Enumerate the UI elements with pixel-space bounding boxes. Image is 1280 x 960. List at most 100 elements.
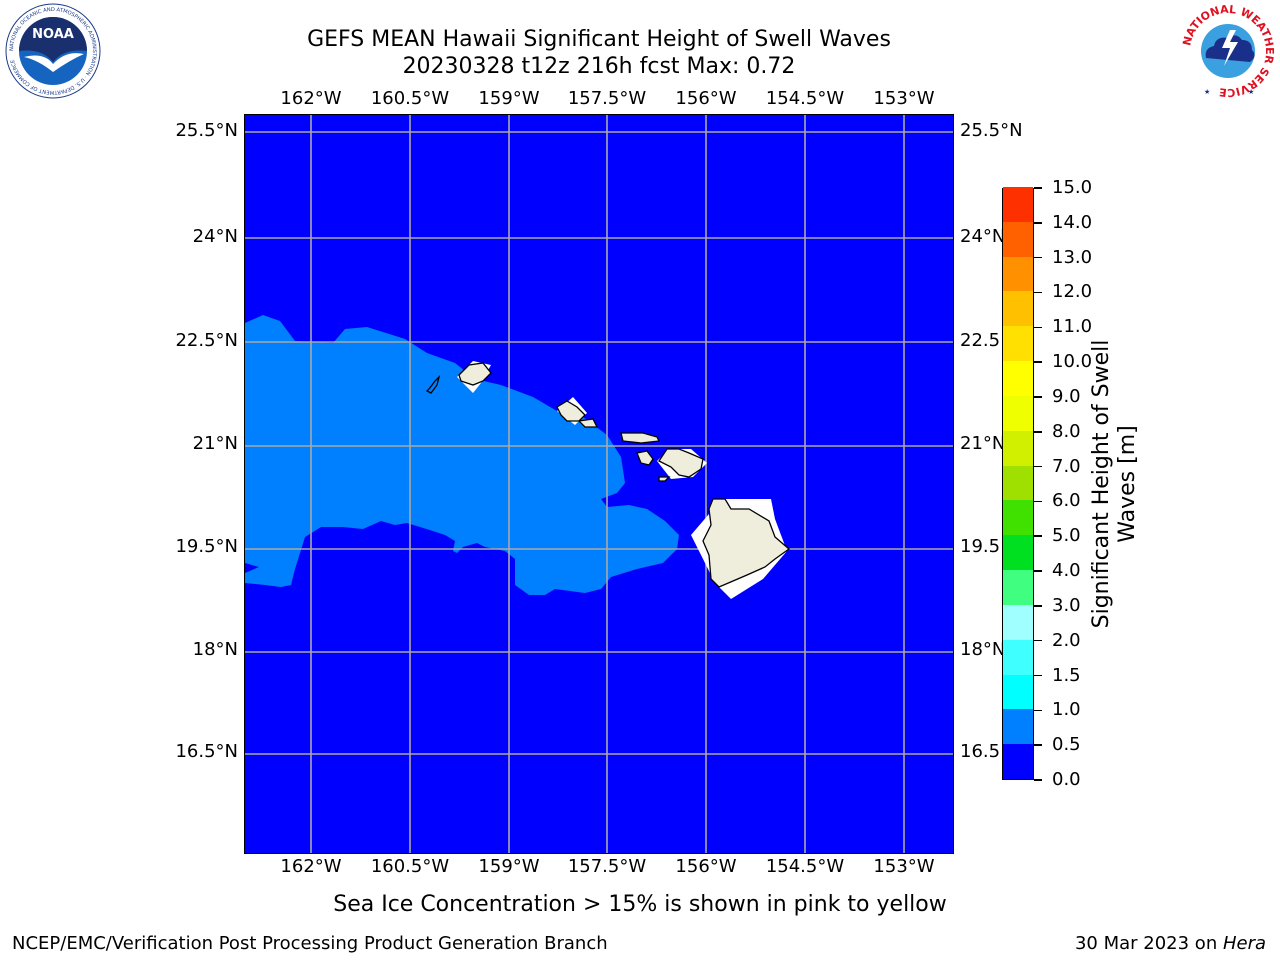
colorbar-tick-label: 14.0 bbox=[1052, 211, 1093, 233]
colorbar-segment bbox=[1003, 534, 1033, 571]
lat-label-left: 18°N bbox=[192, 639, 238, 660]
map-panel bbox=[244, 114, 954, 854]
colorbar-segment bbox=[1003, 186, 1033, 222]
colorbar-segment bbox=[1003, 569, 1033, 605]
island-kauai bbox=[458, 362, 492, 386]
colorbar-tick-label: 0.0 bbox=[1052, 769, 1081, 790]
colorbar-tick-label: 1.0 bbox=[1052, 699, 1081, 721]
lat-label-right: 22.5 bbox=[960, 330, 1001, 351]
colorbar-segment bbox=[1003, 360, 1033, 396]
colorbar-tick-label: 8.0 bbox=[1052, 420, 1081, 442]
lat-label-left: 22.5°N bbox=[175, 330, 238, 351]
lon-label-bottom: 160.5°W bbox=[370, 856, 450, 877]
lon-label-top: 157.5°W bbox=[567, 88, 647, 109]
chart-title: GEFS MEAN Hawaii Significant Height of S… bbox=[307, 27, 891, 52]
colorbar bbox=[1002, 186, 1034, 780]
colorbar-tick bbox=[1034, 187, 1042, 189]
colorbar-tick bbox=[1034, 500, 1042, 503]
island-kahoolawe bbox=[658, 476, 671, 482]
lat-label-left: 21°N bbox=[192, 433, 238, 454]
run-date-text: 30 Mar 2023 on bbox=[1074, 933, 1223, 954]
islands bbox=[425, 362, 791, 588]
colorbar-tick bbox=[1034, 639, 1042, 642]
colorbar-segment bbox=[1003, 708, 1033, 745]
colorbar-tick-label: 3.0 bbox=[1052, 594, 1081, 616]
lat-label-right: 19.5 bbox=[960, 536, 1001, 557]
lat-label-left: 19.5°N bbox=[175, 536, 238, 557]
colorbar-tick bbox=[1034, 570, 1042, 572]
colorbar-tick-label: 1.5 bbox=[1052, 664, 1081, 686]
colorbar-tick-label: 10.0 bbox=[1052, 351, 1093, 373]
colorbar-tick bbox=[1034, 465, 1042, 468]
host-name: Hera bbox=[1222, 933, 1266, 954]
lon-label-top: 154.5°W bbox=[765, 88, 845, 109]
nws-logo: NATIONAL WEATHER SERVICE ★ ★ bbox=[1178, 2, 1278, 100]
swell-height-map bbox=[245, 115, 953, 853]
colorbar-tick-label: 6.0 bbox=[1052, 490, 1081, 512]
lon-label-top: 162°W bbox=[280, 88, 342, 109]
colorbar-tick bbox=[1034, 291, 1042, 294]
colorbar-segment bbox=[1003, 743, 1033, 779]
island-molokai bbox=[620, 432, 660, 444]
lat-label-right: 21°N bbox=[960, 433, 1006, 454]
colorbar-label-line2: Waves [m] bbox=[1115, 425, 1140, 543]
swell-region-05-10 bbox=[245, 315, 679, 595]
colorbar-tick-label: 12.0 bbox=[1052, 281, 1093, 303]
noaa-logo: NATIONAL OCEANIC AND ATMOSPHERIC ADMINIS… bbox=[4, 2, 102, 100]
colorbar-tick-label: 11.0 bbox=[1052, 316, 1093, 338]
colorbar-tick-label: 13.0 bbox=[1052, 246, 1093, 268]
island-hawaii bbox=[702, 498, 791, 588]
lat-label-right: 16.5 bbox=[960, 741, 1001, 762]
colorbar-segment bbox=[1003, 639, 1033, 675]
colorbar-segment bbox=[1003, 674, 1033, 710]
swell-region-0-05 bbox=[245, 563, 259, 573]
colorbar-segment bbox=[1003, 395, 1033, 431]
lon-label-bottom: 157.5°W bbox=[567, 856, 647, 877]
noaa-logo-text: NOAA bbox=[32, 27, 74, 42]
colorbar-segment bbox=[1003, 290, 1033, 327]
colorbar-segment bbox=[1003, 256, 1033, 292]
chart-subtitle: 20230328 t12z 216h fcst Max: 0.72 bbox=[402, 54, 796, 79]
svg-text:★: ★ bbox=[1248, 88, 1254, 96]
svg-text:★: ★ bbox=[1204, 88, 1210, 96]
colorbar-segment bbox=[1003, 604, 1033, 640]
sea-ice-note: Sea Ice Concentration > 15% is shown in … bbox=[333, 892, 947, 917]
colorbar-tick-label: 5.0 bbox=[1052, 525, 1081, 547]
island-oahu bbox=[556, 400, 599, 428]
island-lanai bbox=[636, 450, 654, 466]
colorbar-tick-label: 2.0 bbox=[1052, 629, 1081, 651]
lon-label-top: 153°W bbox=[873, 88, 935, 109]
colorbar-tick bbox=[1034, 431, 1042, 433]
island-maui bbox=[658, 448, 704, 478]
colorbar-tick bbox=[1034, 709, 1042, 712]
colorbar-tick bbox=[1034, 535, 1042, 537]
colorbar-label-line1: Significant Height of Swell bbox=[1089, 339, 1114, 629]
colorbar-tick-label: 0.5 bbox=[1052, 734, 1081, 756]
colorbar-tick-label: 9.0 bbox=[1052, 385, 1081, 407]
colorbar-tick bbox=[1034, 605, 1042, 607]
lat-label-right: 18°N bbox=[960, 639, 1006, 660]
colorbar-tick bbox=[1034, 222, 1042, 224]
lat-label-right: 24°N bbox=[960, 226, 1006, 247]
lon-label-top: 156°W bbox=[675, 88, 737, 109]
colorbar-tick bbox=[1034, 674, 1042, 677]
colorbar-segment bbox=[1003, 430, 1033, 466]
colorbar-tick bbox=[1034, 744, 1042, 746]
colorbar-tick bbox=[1034, 779, 1042, 781]
colorbar-tick-label: 4.0 bbox=[1052, 560, 1081, 582]
lon-label-bottom: 154.5°W bbox=[765, 856, 845, 877]
colorbar-tick bbox=[1034, 256, 1042, 259]
run-date: 30 Mar 2023 on Hera bbox=[1075, 933, 1266, 954]
gridlines bbox=[245, 115, 953, 853]
lat-label-left: 25.5°N bbox=[175, 120, 238, 141]
lon-label-bottom: 159°W bbox=[478, 856, 540, 877]
island-niihau bbox=[425, 374, 441, 394]
colorbar-tick-label: 15.0 bbox=[1052, 177, 1093, 198]
lat-label-left: 24°N bbox=[192, 226, 238, 247]
colorbar-tick bbox=[1034, 396, 1042, 398]
colorbar-tick bbox=[1034, 361, 1042, 363]
lon-label-top: 159°W bbox=[478, 88, 540, 109]
lon-label-bottom: 162°W bbox=[280, 856, 342, 877]
colorbar-tick bbox=[1034, 326, 1042, 329]
colorbar-segment bbox=[1003, 325, 1033, 362]
